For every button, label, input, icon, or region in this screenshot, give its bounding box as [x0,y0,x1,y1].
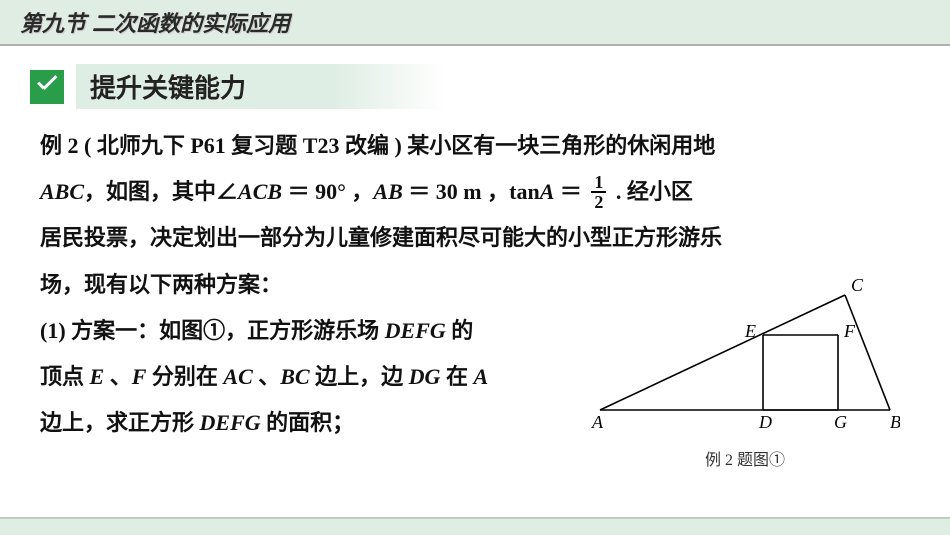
t-l2b: ，如图，其中∠ [84,179,238,204]
example-intro: 例 2 ( 北师九下 P61 复习题 T23 改编 ) 某小区有一块三角形的休闲… [40,123,910,169]
var-defg1: DEFG [385,318,446,343]
frac-den: 2 [591,193,606,211]
p2a: 顶点 [40,364,90,389]
svg-text:A: A [591,412,604,432]
var-defg2: DEFG [200,410,261,435]
var-f: F [132,364,147,389]
p2i: 边上，边 [310,364,409,389]
plan1-line2: 顶点 E 、F 分别在 AC 、BC 边上，边 DG 在 A [40,354,570,400]
page-title: 第九节 二次函数的实际应用 [20,11,290,36]
var-ab: AB [373,179,402,204]
p1d: 的 [446,318,474,343]
figure-caption: 例 2 题图① [590,446,900,470]
figure-area: A B C D G E F 例 2 题图① [590,275,900,470]
var-dg: DG [409,364,441,389]
section-label: 提升关键能力 [76,64,446,109]
var-bc: BC [280,364,309,389]
line3: 居民投票，决定划出一部分为儿童修建面积尽可能大的小型正方形游乐 [40,215,910,261]
svg-text:B: B [890,412,900,432]
var-e: E [90,364,105,389]
var-ac: AC [223,364,252,389]
t-l2f: ， [346,179,374,204]
t-l2m: ＝ [554,179,587,204]
p2k: 在 [440,364,473,389]
var-abc: ABC [40,179,84,204]
t-l2d: ＝ [282,179,315,204]
t-l2e: 90° [315,179,346,204]
triangle-figure: A B C D G E F [590,275,900,435]
footer-fill [0,519,950,535]
p2g: 、 [253,364,281,389]
var-a: A [540,179,555,204]
frac-num: 1 [591,173,606,193]
t-l2j: ， [482,179,510,204]
check-icon [30,70,64,104]
p2e: 分别在 [146,364,223,389]
svg-text:G: G [834,412,847,432]
p2c: 、 [104,364,132,389]
fraction: 12 [591,173,606,211]
var-acb: ACB [238,179,282,204]
svg-text:E: E [744,321,756,341]
t-l2h: ＝ [403,179,436,204]
title-bar: 第九节 二次函数的实际应用 [0,0,950,46]
svg-text:D: D [758,412,772,432]
p3c: 的面积； [261,410,355,435]
example-prefix: 例 2 ( 北师九下 P61 复习题 T23 改编 ) 某小区有一块三角形的休闲… [40,133,715,158]
plan1-line1: (1) 方案一：如图①，正方形游乐场 DEFG 的 [40,308,570,354]
t-l2end: . 经小区 [610,179,693,204]
t-l2i: 30 m [436,179,482,204]
t-tan: tan [509,179,540,204]
line2: ABC，如图，其中∠ACB ＝ 90° ，AB ＝ 30 m ，tanA ＝ 1… [40,169,910,215]
var-a2: A [473,364,488,389]
p1a: (1) [40,318,66,343]
plan-block: (1) 方案一：如图①，正方形游乐场 DEFG 的 顶点 E 、F 分别在 AC… [40,308,570,447]
svg-text:C: C [851,275,864,295]
p3a: 边上，求正方形 [40,410,200,435]
plan1-line3: 边上，求正方形 DEFG 的面积； [40,400,570,446]
p1b: 方案一：如图①，正方形游乐场 [66,318,385,343]
section-header: 提升关键能力 [30,64,950,109]
svg-text:F: F [843,321,856,341]
